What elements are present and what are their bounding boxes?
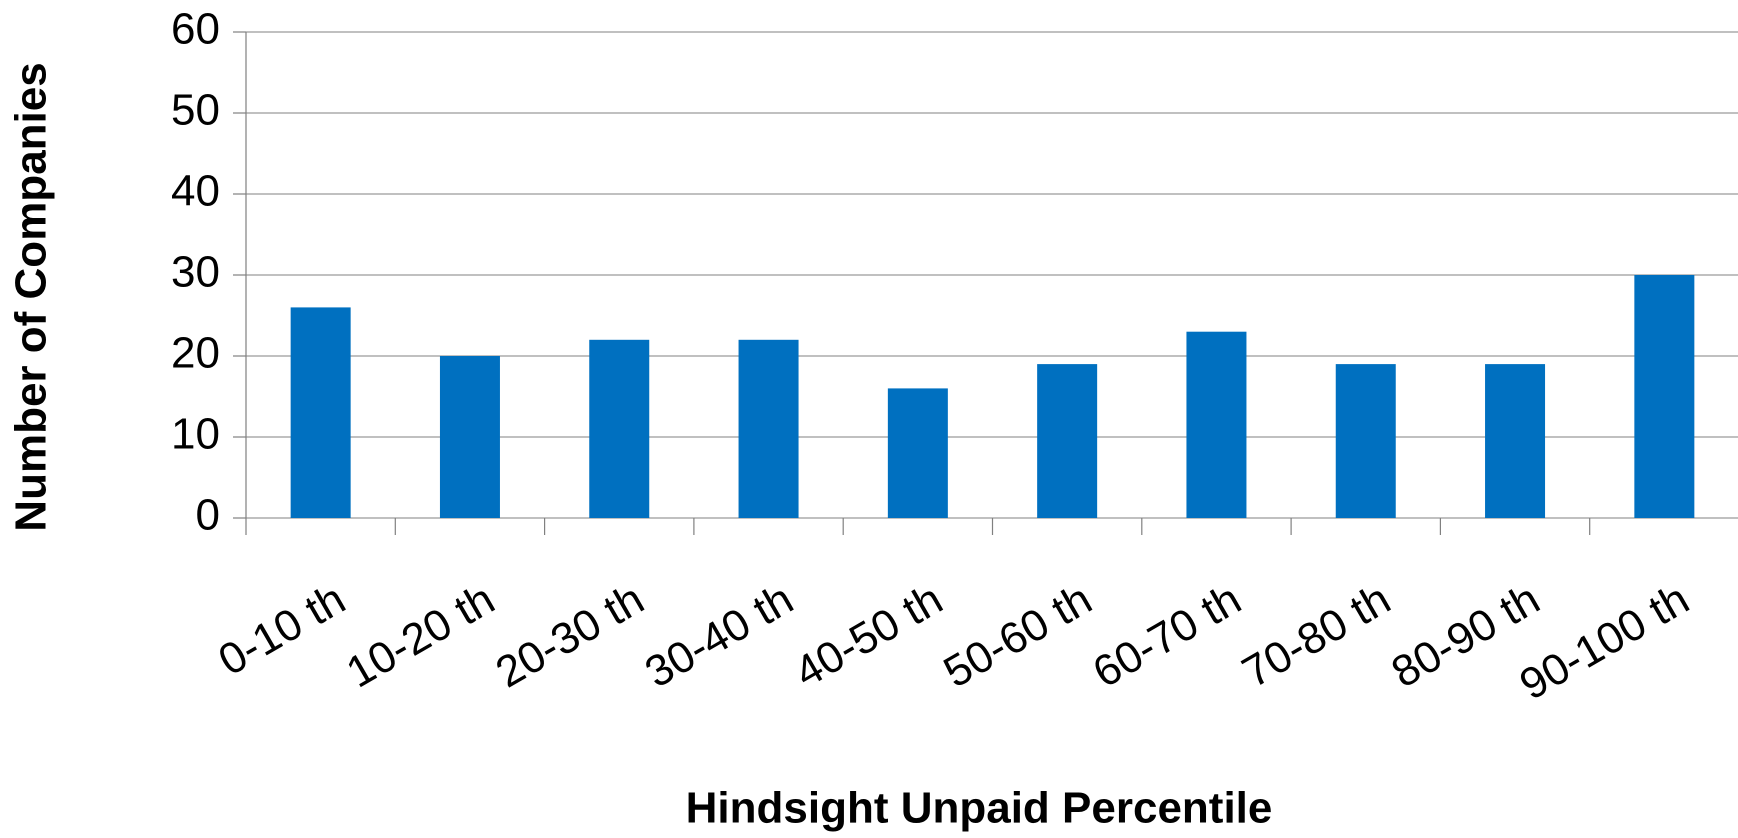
bar — [887, 388, 948, 518]
x-tick-label: 20-30 th — [488, 574, 652, 697]
y-tick-label: 40 — [171, 167, 220, 216]
x-tick-label: 30-40 th — [637, 574, 801, 697]
y-tick-label: 30 — [171, 248, 220, 297]
x-tick-label: 90-100 th — [1512, 574, 1698, 709]
bar — [1485, 364, 1546, 518]
x-tick-label: 60-70 th — [1085, 574, 1249, 697]
bar — [1037, 364, 1098, 518]
y-tick-label: 0 — [196, 491, 220, 540]
bar — [589, 339, 650, 518]
y-tick-label: 50 — [171, 86, 220, 135]
bar — [1335, 364, 1396, 518]
x-tick-label: 0-10 th — [210, 574, 353, 685]
x-tick-label: 70-80 th — [1234, 574, 1398, 697]
x-tick-label: 50-60 th — [936, 574, 1100, 697]
bar — [738, 339, 799, 518]
bar — [1634, 275, 1695, 518]
y-tick-label: 20 — [171, 329, 220, 378]
bar — [439, 356, 500, 518]
x-tick-label: 40-50 th — [786, 574, 950, 697]
bar — [1186, 331, 1247, 518]
x-tick-label: 10-20 th — [338, 574, 502, 697]
y-axis-title: Number of Companies — [7, 62, 56, 531]
x-axis-title: Hindsight Unpaid Percentile — [686, 784, 1273, 833]
y-tick-label: 60 — [171, 5, 220, 54]
bar — [290, 307, 351, 518]
y-tick-label: 10 — [171, 410, 220, 459]
